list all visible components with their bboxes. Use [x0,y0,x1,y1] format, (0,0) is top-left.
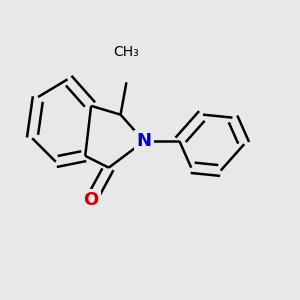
Text: CH₃: CH₃ [114,45,139,59]
Text: N: N [136,132,152,150]
Text: O: O [83,191,99,209]
